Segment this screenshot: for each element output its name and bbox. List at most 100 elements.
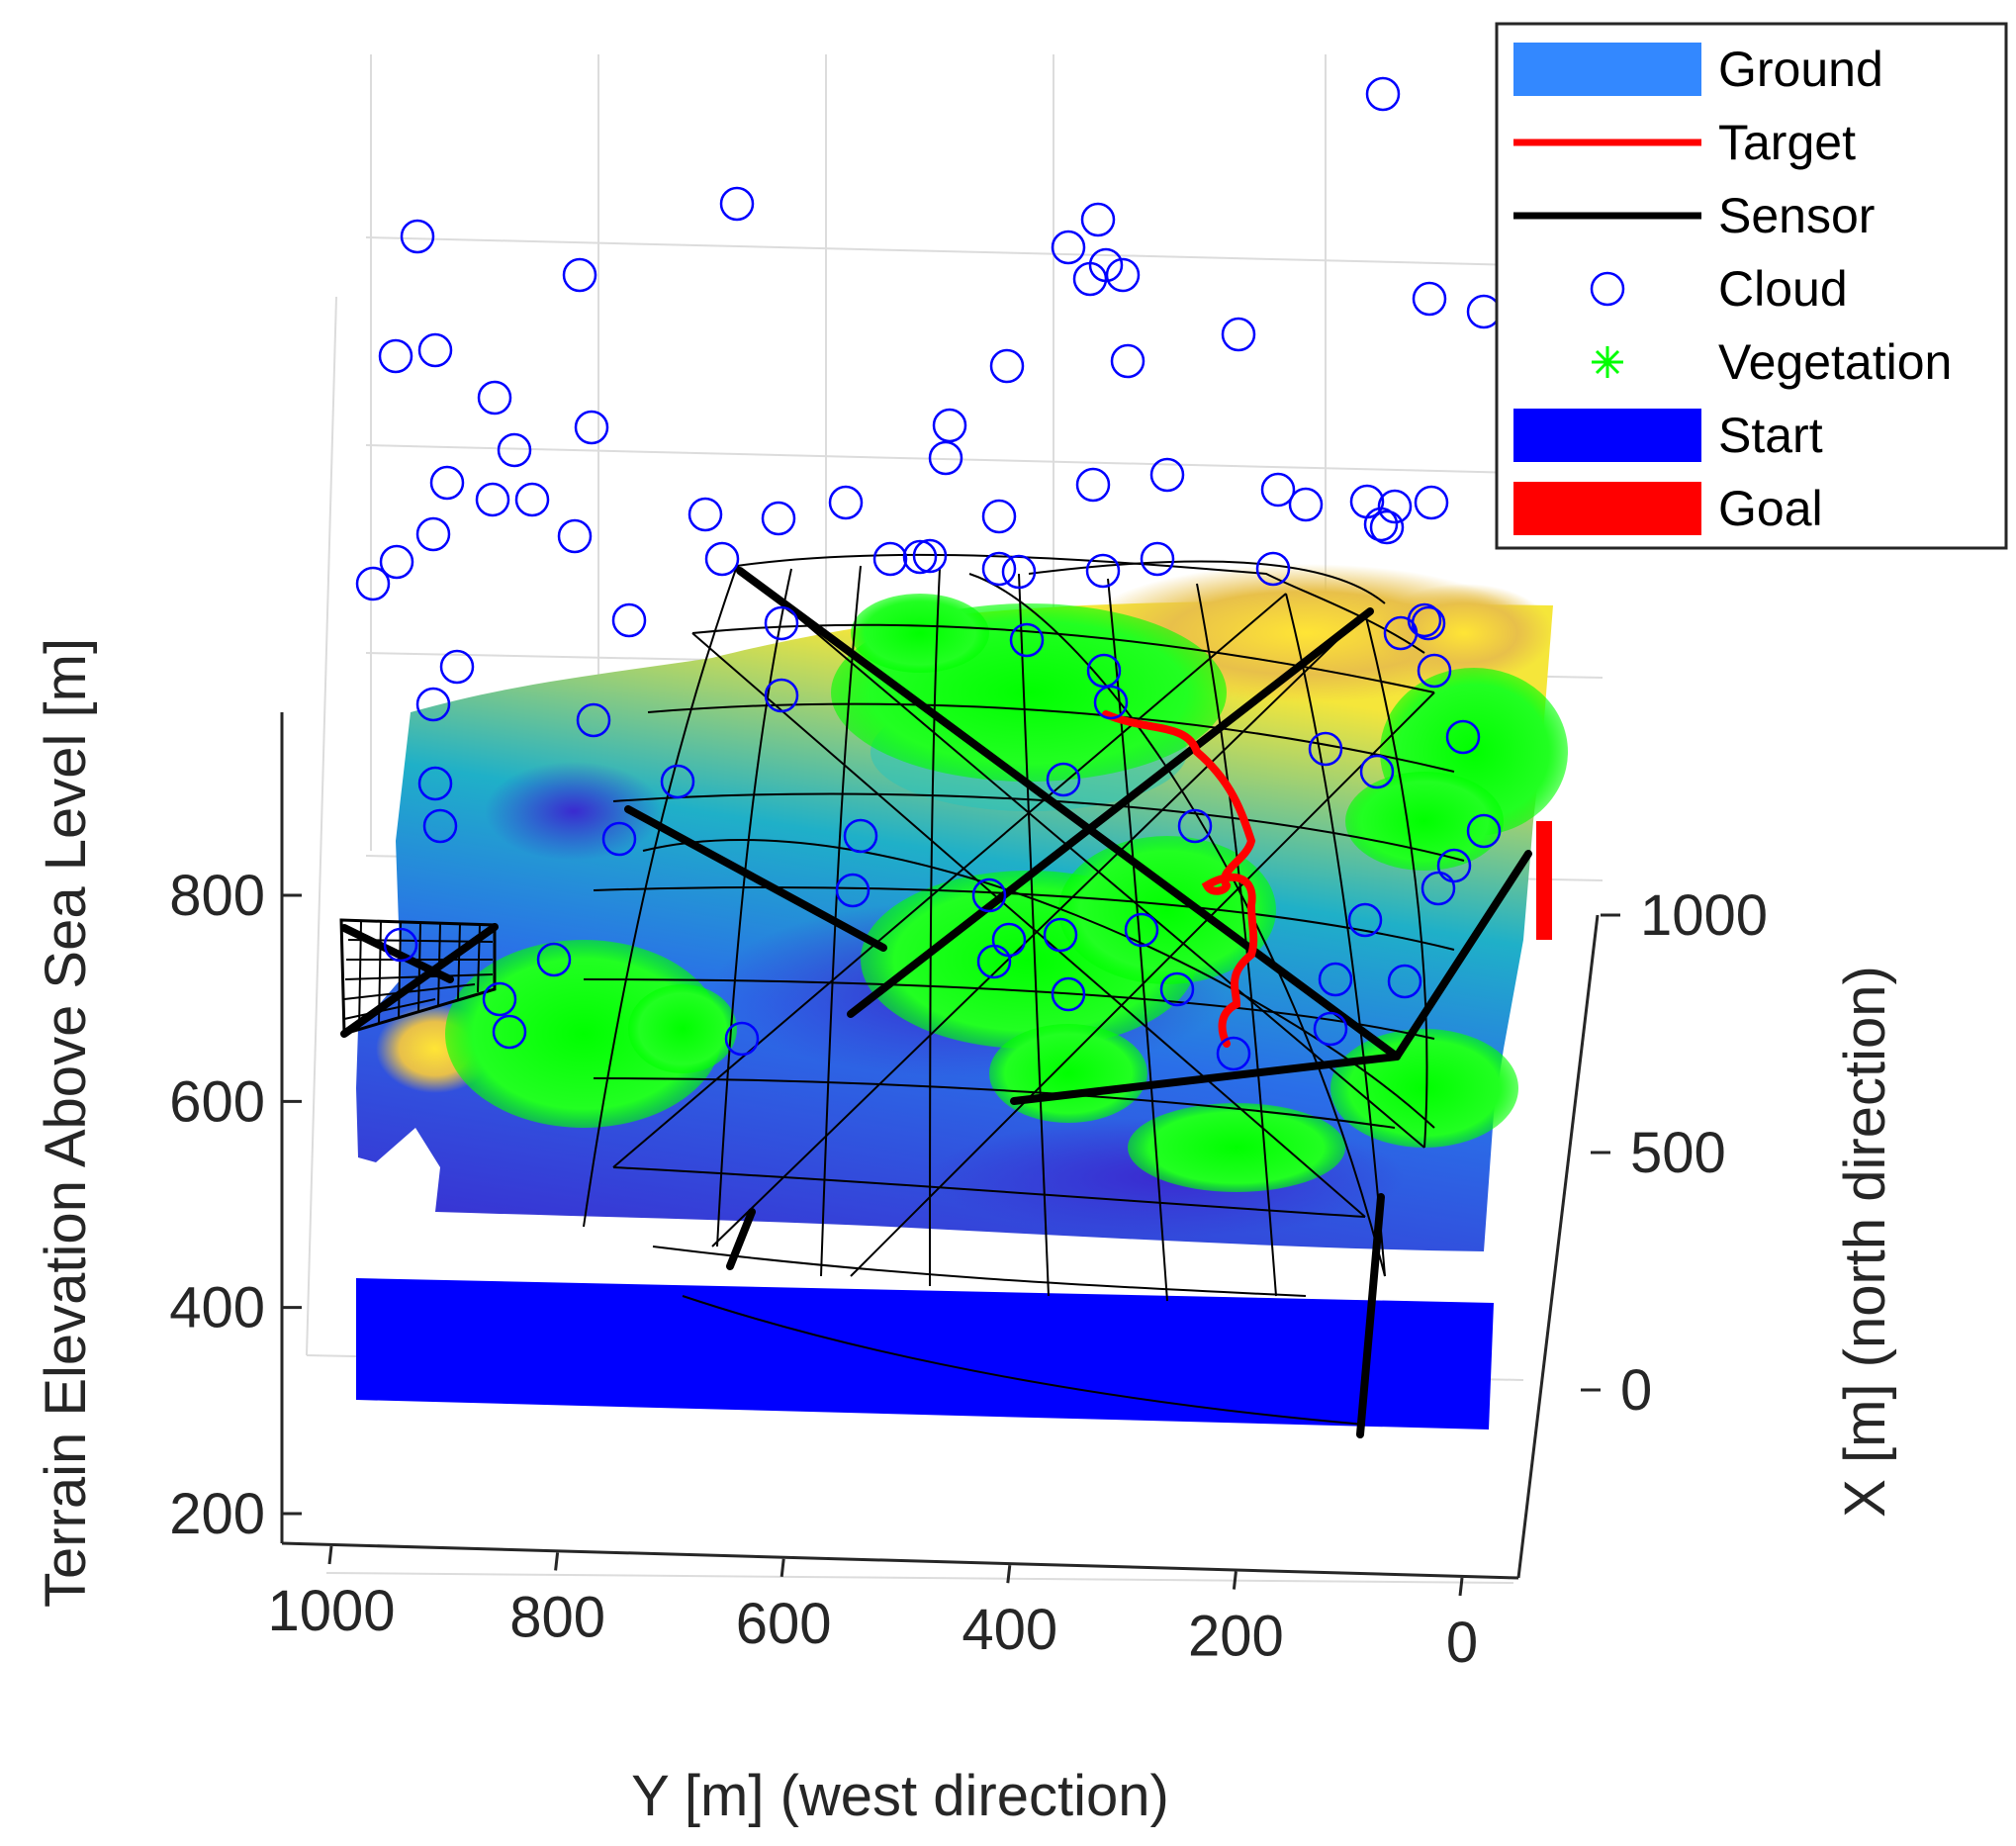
sensor-paths	[340, 567, 1532, 1438]
cloud-marker	[1085, 553, 1121, 589]
cloud-marker	[764, 605, 799, 641]
cloud-marker	[1110, 343, 1145, 379]
cloud-marker	[835, 873, 871, 908]
cloud-marker	[1359, 754, 1395, 789]
cloud-marker	[492, 1014, 527, 1050]
cloud-marker	[1149, 457, 1185, 493]
cloud-marker	[912, 538, 948, 574]
cloud-marker	[1086, 653, 1122, 689]
cloud-marker	[415, 687, 451, 722]
cloud-marker	[422, 808, 458, 844]
cloud-marker	[475, 482, 510, 517]
cloud-marker	[557, 518, 593, 554]
cloud-marker	[660, 764, 695, 799]
vegetation-patches	[445, 594, 1568, 1192]
z-tick-label: 600	[169, 1069, 265, 1134]
cloud-marker	[989, 348, 1025, 384]
cloud-marker	[1347, 902, 1383, 938]
cloud-marker	[1445, 719, 1481, 755]
cloud-marker	[576, 702, 611, 738]
cloud-marker	[1407, 602, 1442, 638]
legend-swatch-start	[1513, 409, 1701, 462]
cloud-marker	[1363, 507, 1399, 542]
y-tick-mark	[554, 1552, 560, 1571]
cloud-marker	[1466, 813, 1502, 849]
legend-label-sensor: Sensor	[1718, 188, 1875, 243]
z-tick-label: 400	[169, 1276, 265, 1340]
cloud-marker	[439, 649, 475, 685]
y-tick-mark	[779, 1558, 785, 1577]
axes	[280, 712, 1600, 1580]
legend: Ground Target Sensor Cloud Vegetation Start Go…	[1495, 22, 2008, 550]
cloud-marker	[379, 544, 414, 580]
cloud-marker	[429, 465, 465, 501]
cloud-marker	[1414, 485, 1449, 520]
cloud-marker	[1420, 871, 1456, 906]
x-tick-label: 0	[1620, 1358, 1652, 1423]
cloud-marker	[383, 927, 418, 963]
cloud-marker	[601, 821, 637, 857]
y-tick-mark	[1232, 1571, 1237, 1590]
cloud-marker	[536, 942, 572, 977]
cloud-marker	[1051, 976, 1086, 1012]
cloud-marker	[1072, 261, 1108, 297]
cloud-marker	[981, 551, 1017, 587]
x-axis-ticks: 1000 500 0	[1581, 883, 1768, 1423]
cloud-marker	[1411, 605, 1446, 641]
cloud-marker	[1046, 762, 1081, 797]
x-tick-label: 1000	[1640, 883, 1768, 948]
cloud-marker	[1009, 622, 1045, 658]
z-axis-label: Terrain Elevation Above Sea Level [m]	[34, 638, 98, 1608]
cloud-marker	[497, 432, 532, 468]
z-axis-ticks: 800 600 400 200	[169, 864, 302, 1546]
y-axis-label: Y [m] (west direction)	[631, 1764, 1169, 1828]
y-tick-mark	[1458, 1577, 1464, 1597]
cloud-marker	[1093, 685, 1129, 720]
cloud-marker	[1216, 1036, 1251, 1071]
cloud-marker	[704, 541, 740, 577]
start-plane	[356, 1278, 1494, 1430]
legend-label-target: Target	[1718, 115, 1856, 170]
cloud-marker	[1001, 554, 1037, 590]
cloud-marker	[761, 501, 796, 536]
cloud-marker	[417, 332, 453, 368]
y-tick-label: 1000	[267, 1579, 395, 1643]
legend-label-goal: Goal	[1718, 481, 1823, 536]
cloud-marker	[477, 380, 512, 415]
legend-label-vegetation: Vegetation	[1718, 334, 1952, 390]
cloud-marker	[764, 678, 799, 713]
cloud-marker	[724, 1021, 760, 1057]
cloud-marker	[1365, 76, 1401, 112]
y-axis-line	[281, 1541, 1519, 1580]
cloud-marker	[562, 257, 597, 293]
y-tick-mark	[1006, 1565, 1012, 1584]
cloud-marker	[400, 219, 435, 254]
cloud-marker	[415, 516, 451, 552]
legend-swatch-ground	[1513, 43, 1701, 96]
cloud-marker	[1080, 202, 1116, 237]
cloud-marker	[574, 410, 609, 445]
x-tick-label: 500	[1630, 1121, 1726, 1185]
cloud-marker	[1260, 472, 1296, 508]
legend-label-start: Start	[1718, 408, 1823, 463]
cloud-marker	[1313, 1011, 1348, 1047]
cloud-marker	[828, 485, 864, 520]
cloud-marker	[1466, 294, 1502, 329]
cloud-marker	[1436, 848, 1472, 883]
y-tick-label: 400	[962, 1598, 1057, 1662]
cloud-markers	[355, 76, 1502, 1071]
y-tick-label: 0	[1446, 1611, 1478, 1675]
cloud-marker	[719, 186, 755, 222]
cloud-marker	[1140, 541, 1175, 577]
cloud-marker	[355, 566, 391, 601]
cloud-marker	[1308, 731, 1343, 767]
y-tick-label: 800	[509, 1585, 605, 1649]
x-axis-label: X [m] (north direction)	[1833, 966, 1897, 1518]
cloud-marker	[1177, 808, 1213, 844]
cloud-marker	[1377, 489, 1413, 524]
cloud-marker	[928, 440, 963, 476]
cloud-marker	[378, 338, 413, 374]
legend-label-cloud: Cloud	[1718, 261, 1848, 317]
cloud-marker	[1124, 912, 1159, 948]
